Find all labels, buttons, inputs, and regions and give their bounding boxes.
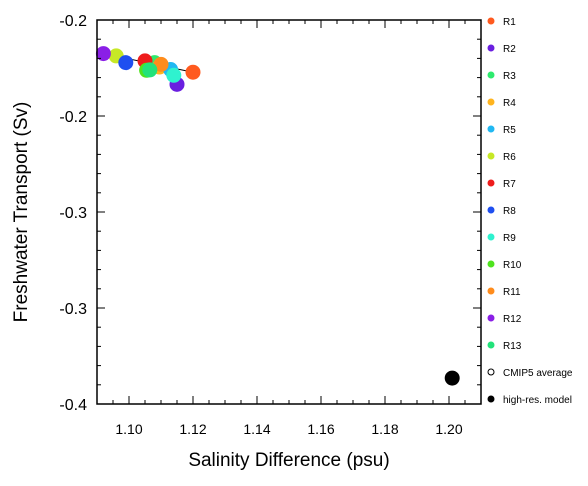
legend: R1 R2 R3 R4 R5 R6 R7 R8 R9 R10 R11 R12 R13 CMIP5 aver…: [487, 17, 573, 406]
x-axis-label: Salinity Difference (psu): [188, 450, 389, 471]
data-point-r1: [185, 64, 201, 80]
legend-marker-r3: [487, 71, 495, 79]
y-tick-label: -0.3: [59, 205, 87, 222]
x-tick-label: 1.14: [243, 421, 270, 437]
x-axis-ticks: 1.10 1.12 1.14 1.16 1.18 1.20: [96, 20, 482, 437]
x-tick-label: 1.16: [307, 421, 334, 437]
data-point-r9: [166, 67, 182, 83]
legend-label-r7: R7: [503, 179, 516, 190]
legend-label-r9: R9: [503, 233, 516, 244]
legend-label-r5: R5: [503, 125, 516, 136]
legend-marker-r6: [487, 152, 495, 160]
legend-marker-cmip5-average: [487, 368, 495, 376]
legend-label-cmip5-average: CMIP5 average: [503, 368, 573, 379]
data-points: [95, 46, 460, 386]
legend-marker-r12: [487, 314, 495, 322]
legend-label-r2: R2: [503, 44, 516, 55]
y-tick-label: -0.2: [59, 109, 87, 126]
legend-label-r11: R11: [503, 287, 521, 298]
legend-marker-r8: [487, 206, 495, 214]
legend-label-r3: R3: [503, 71, 516, 82]
legend-label-r8: R8: [503, 206, 516, 217]
legend-marker-r1: [487, 17, 495, 25]
legend-label-r12: R12: [503, 314, 522, 325]
x-tick-label: 1.12: [179, 421, 206, 437]
y-axis-label: Freshwater Transport (Sv): [11, 102, 32, 323]
legend-label-r10: R10: [503, 260, 522, 271]
data-point-r13: [142, 62, 158, 78]
y-tick-label: -0.4: [59, 397, 87, 414]
data-point-r8: [118, 55, 134, 71]
y-tick-label: -0.2: [59, 13, 87, 30]
legend-label-high-res-model: high-res. model: [503, 395, 572, 406]
legend-label-r6: R6: [503, 152, 516, 163]
legend-marker-r2: [487, 44, 495, 52]
legend-marker-r13: [487, 341, 495, 349]
y-tick-label: -0.3: [59, 301, 87, 318]
legend-marker-high-res-model: [487, 395, 495, 403]
x-tick-label: 1.20: [435, 421, 462, 437]
legend-label-r4: R4: [503, 98, 516, 109]
x-tick-label: 1.18: [371, 421, 398, 437]
legend-marker-r11: [487, 287, 495, 295]
x-tick-label: 1.10: [115, 421, 142, 437]
legend-label-r13: R13: [503, 341, 522, 352]
data-point-high-res-model: [444, 370, 460, 386]
legend-label-r1: R1: [503, 17, 516, 28]
legend-marker-r7: [487, 179, 495, 187]
legend-marker-r9: [487, 233, 495, 241]
y-axis-ticks: -0.2 -0.2 -0.3 -0.3 -0.4: [59, 13, 481, 414]
legend-marker-r5: [487, 125, 495, 133]
legend-marker-r4: [487, 98, 495, 106]
legend-marker-r10: [487, 260, 495, 268]
